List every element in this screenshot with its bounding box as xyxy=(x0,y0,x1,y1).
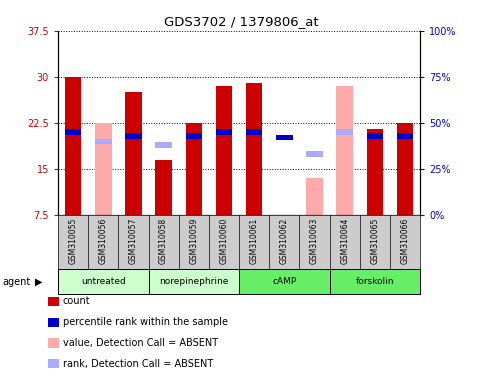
Text: GSM310061: GSM310061 xyxy=(250,218,259,264)
Bar xyxy=(246,83,262,215)
Bar xyxy=(239,269,330,294)
Text: percentile rank within the sample: percentile rank within the sample xyxy=(63,317,228,327)
Bar xyxy=(65,77,81,215)
Text: GSM310055: GSM310055 xyxy=(69,218,78,264)
Text: GSM310062: GSM310062 xyxy=(280,218,289,264)
Text: cAMP: cAMP xyxy=(272,277,297,286)
Text: count: count xyxy=(63,296,90,306)
Bar xyxy=(367,133,383,139)
Text: GSM310060: GSM310060 xyxy=(219,218,228,264)
Text: untreated: untreated xyxy=(81,277,126,286)
Text: GSM310066: GSM310066 xyxy=(400,218,410,264)
Text: GSM310063: GSM310063 xyxy=(310,218,319,264)
Text: GSM310058: GSM310058 xyxy=(159,218,168,264)
Bar xyxy=(276,135,293,141)
Bar xyxy=(216,129,232,135)
Bar xyxy=(58,269,149,294)
Bar xyxy=(246,129,262,135)
Bar xyxy=(149,269,239,294)
Bar xyxy=(125,92,142,215)
Bar xyxy=(397,123,413,215)
Bar xyxy=(337,129,353,135)
Text: GSM310056: GSM310056 xyxy=(99,218,108,264)
Bar xyxy=(397,133,413,139)
Bar xyxy=(367,129,383,215)
Text: norepinephrine: norepinephrine xyxy=(159,277,228,286)
Bar xyxy=(156,142,172,148)
Text: rank, Detection Call = ABSENT: rank, Detection Call = ABSENT xyxy=(63,359,213,369)
Bar xyxy=(185,133,202,139)
Text: GSM310064: GSM310064 xyxy=(340,218,349,264)
Text: GSM310065: GSM310065 xyxy=(370,218,380,264)
Text: ▶: ▶ xyxy=(35,277,43,287)
Bar xyxy=(306,151,323,157)
Text: GDS3702 / 1379806_at: GDS3702 / 1379806_at xyxy=(164,15,319,28)
Bar xyxy=(95,123,112,215)
Bar xyxy=(156,160,172,215)
Bar xyxy=(306,178,323,215)
Text: GSM310057: GSM310057 xyxy=(129,218,138,264)
Bar xyxy=(125,133,142,139)
Bar xyxy=(185,123,202,215)
Text: agent: agent xyxy=(2,277,30,287)
Bar xyxy=(330,269,420,294)
Bar xyxy=(337,129,353,135)
Bar xyxy=(337,86,353,215)
Bar xyxy=(216,86,232,215)
Text: forskolin: forskolin xyxy=(355,277,394,286)
Text: value, Detection Call = ABSENT: value, Detection Call = ABSENT xyxy=(63,338,218,348)
Text: GSM310059: GSM310059 xyxy=(189,218,199,264)
Bar xyxy=(95,139,112,144)
Bar xyxy=(65,129,81,135)
